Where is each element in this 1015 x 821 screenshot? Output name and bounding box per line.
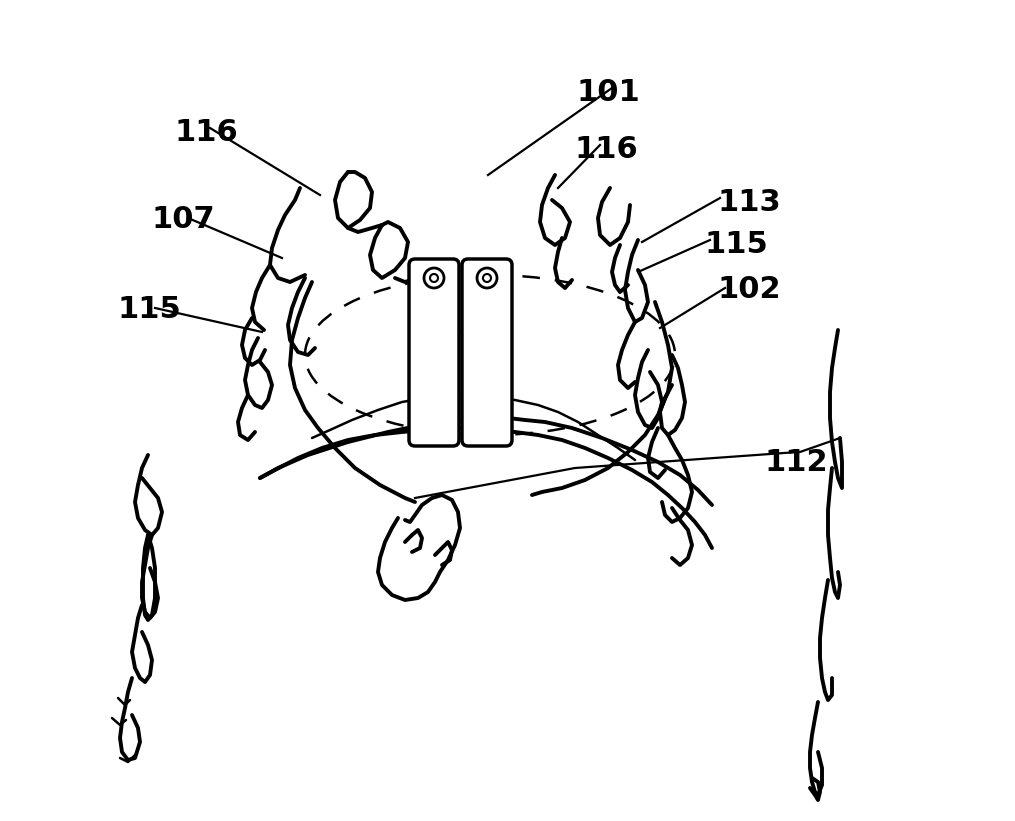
Text: 102: 102	[718, 275, 782, 304]
Text: 115: 115	[705, 230, 768, 259]
FancyBboxPatch shape	[462, 259, 512, 446]
Circle shape	[483, 274, 491, 282]
Circle shape	[430, 274, 438, 282]
Circle shape	[424, 268, 444, 288]
Circle shape	[477, 268, 497, 288]
Text: 116: 116	[576, 135, 638, 164]
FancyBboxPatch shape	[409, 259, 459, 446]
Text: 116: 116	[175, 118, 239, 147]
Text: 112: 112	[765, 448, 828, 477]
Text: 113: 113	[718, 188, 782, 217]
Text: 115: 115	[118, 295, 182, 324]
Text: 101: 101	[577, 78, 640, 107]
Text: 107: 107	[152, 205, 215, 234]
